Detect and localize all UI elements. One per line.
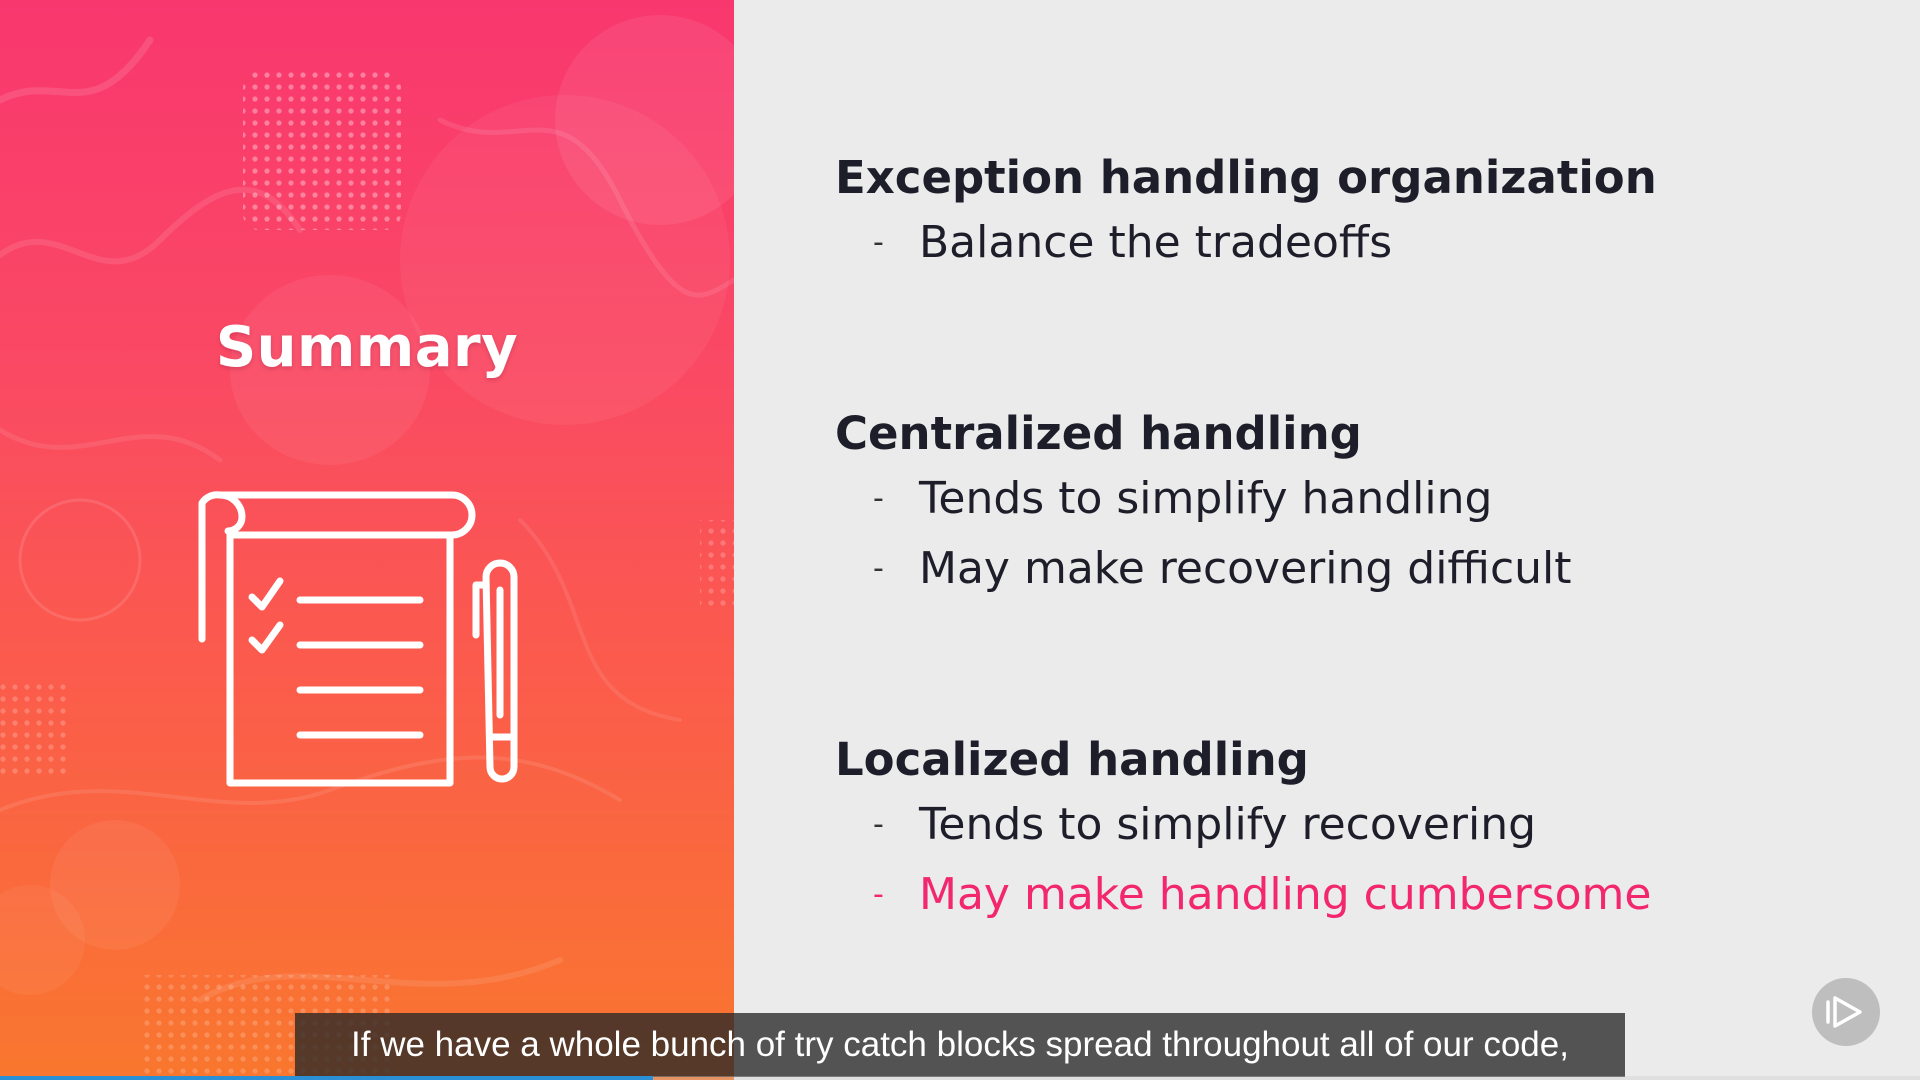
- bullet-dash: -: [873, 481, 884, 516]
- list-item: - Tends to simplify handling: [835, 464, 1835, 534]
- play-icon: [1826, 996, 1862, 1028]
- bullet-text: Tends to simplify handling: [919, 473, 1493, 524]
- summary-panel: Summary: [0, 0, 734, 1080]
- section-heading: Centralized handling: [835, 407, 1362, 460]
- section-centralized-handling: Centralized handling - Tends to simplify…: [835, 404, 1835, 604]
- panel-title: Summary: [215, 315, 519, 380]
- bullet-text: Balance the tradeoffs: [919, 217, 1393, 268]
- section-localized-handling: Localized handling - Tends to simplify r…: [835, 730, 1835, 930]
- section-exception-handling: Exception handling organization - Balanc…: [835, 148, 1835, 278]
- bullet-dash: -: [873, 551, 884, 586]
- list-item-highlighted: - May make handling cumbersome: [835, 860, 1835, 930]
- bullet-dash: -: [873, 877, 884, 912]
- video-progress-bar[interactable]: [0, 1076, 1920, 1080]
- list-item: - May make recovering difficult: [835, 534, 1835, 604]
- list-item: - Tends to simplify recovering: [835, 790, 1835, 860]
- list-item: - Balance the tradeoffs: [835, 208, 1835, 278]
- bullet-text: May make handling cumbersome: [919, 869, 1652, 920]
- background-decoration: [0, 15, 734, 1080]
- section-heading: Exception handling organization: [835, 151, 1657, 204]
- bullet-dash: -: [873, 225, 884, 260]
- checklist-icon: [198, 491, 518, 787]
- bullet-dash: -: [873, 807, 884, 842]
- bullet-text: May make recovering difficult: [919, 543, 1572, 594]
- bullet-text: Tends to simplify recovering: [919, 799, 1537, 850]
- video-progress-fill: [0, 1076, 653, 1080]
- section-heading: Localized handling: [835, 733, 1309, 786]
- play-button[interactable]: [1812, 978, 1880, 1046]
- subtitle-caption: If we have a whole bunch of try catch bl…: [295, 1013, 1625, 1077]
